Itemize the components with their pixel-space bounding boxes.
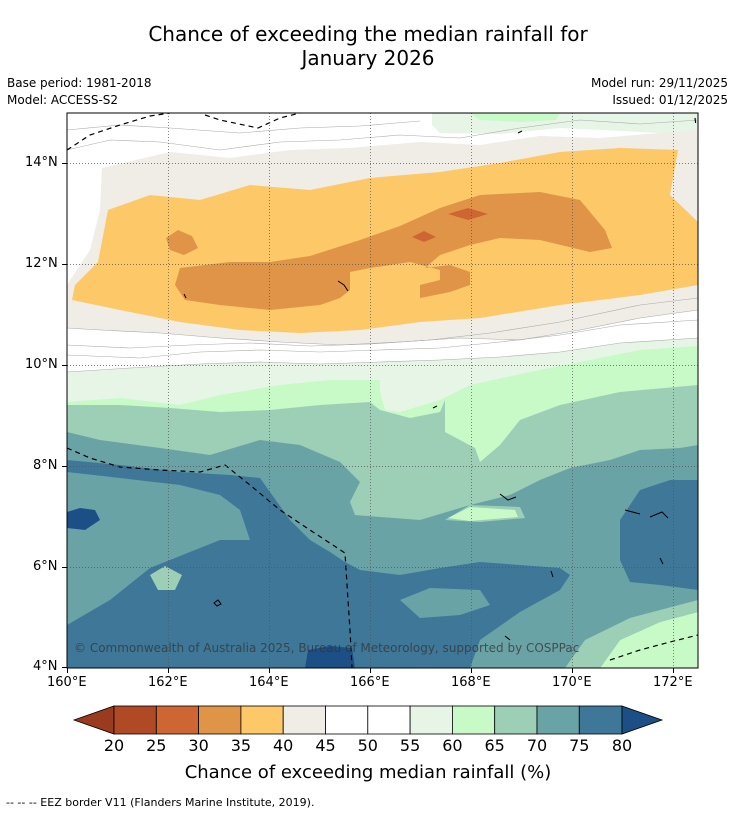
band-65-70-island <box>150 566 182 590</box>
island-outlines <box>183 130 669 641</box>
copyright-notice: © Commonwealth of Australia 2025, Bureau… <box>74 641 580 655</box>
lon-label: 166°E <box>350 675 390 690</box>
colorbar-swatch <box>325 705 369 735</box>
colorbar-label: 45 <box>315 736 336 755</box>
colorbar-swatch <box>494 705 538 735</box>
axis-ticks <box>62 163 674 673</box>
band-25-30-b <box>412 231 436 242</box>
graticule <box>67 113 698 668</box>
lon-label: 162°E <box>148 675 188 690</box>
band-70-75-pocket <box>400 588 490 618</box>
colorbar-swatch <box>198 705 242 735</box>
colorbar-label: 20 <box>103 736 125 755</box>
lat-label: 6°N <box>33 559 58 574</box>
colorbar-label: 25 <box>146 736 167 755</box>
colorbar-swatch <box>155 705 200 735</box>
colorbar-label: 80 <box>611 736 633 755</box>
map-title-line1: Chance of exceeding the median rainfall … <box>148 22 588 46</box>
eez-footnote: -- -- -- EEZ border V11 (Flanders Marine… <box>6 796 315 809</box>
map-title-line2: January 2026 <box>301 46 435 70</box>
lon-label: 160°E <box>47 675 87 690</box>
colorbar-swatch <box>367 705 411 735</box>
model-run: Model run: 29/11/2025 <box>590 76 728 90</box>
model-name: Model: ACCESS-S2 <box>7 93 119 107</box>
lat-label: 4°N <box>33 659 58 674</box>
colorbar-label: 75 <box>569 736 590 755</box>
band-30-35-main <box>175 192 612 310</box>
colorbar <box>72 705 664 735</box>
map-frame <box>66 112 699 669</box>
band-60-65-pocket <box>448 507 518 521</box>
colorbar-label: 55 <box>399 736 421 755</box>
colorbar-swatch <box>536 705 580 735</box>
colorbar-label: 65 <box>484 736 505 755</box>
colorbar-swatch <box>451 705 496 735</box>
lon-label: 172°E <box>653 675 693 690</box>
band-75-80-east <box>620 480 698 590</box>
band-60-65-north <box>470 113 560 122</box>
lat-label: 8°N <box>33 458 58 473</box>
colorbar-label: 60 <box>442 736 463 755</box>
eez-borders <box>67 113 698 668</box>
map-plot-area <box>67 113 698 668</box>
lon-label: 164°E <box>249 675 289 690</box>
band-over-80-south <box>305 646 355 668</box>
colorbar-swatch <box>240 705 284 735</box>
colorbar-swatch <box>282 705 326 735</box>
colorbar-label: 35 <box>230 736 252 755</box>
lon-label: 168°E <box>451 675 491 690</box>
colorbar-swatch <box>113 705 157 735</box>
base-period: Base period: 1981-2018 <box>7 76 152 90</box>
colorbar-over <box>621 705 664 735</box>
colorbar-swatch <box>409 705 453 735</box>
contour-lines <box>67 119 698 373</box>
colorbar-under <box>72 705 115 735</box>
lat-label: 12°N <box>25 256 58 271</box>
colorbar-title: Chance of exceeding median rainfall (%) <box>184 762 552 783</box>
band-over-80-west <box>67 508 100 530</box>
lon-label: 170°E <box>552 675 592 690</box>
colorbar-label: 40 <box>273 736 294 755</box>
colorbar-swatch <box>578 705 623 735</box>
band-25-30-a <box>448 208 488 220</box>
lat-label: 10°N <box>25 357 58 372</box>
issued-date: Issued: 01/12/2025 <box>612 93 728 107</box>
colorbar-label: 70 <box>526 736 548 755</box>
band-65-70-southeast <box>565 600 698 668</box>
colorbar-label: 50 <box>357 736 378 755</box>
lat-label: 14°N <box>25 155 58 170</box>
colorbar-label: 30 <box>188 736 209 755</box>
band-30-35-west <box>166 230 198 255</box>
